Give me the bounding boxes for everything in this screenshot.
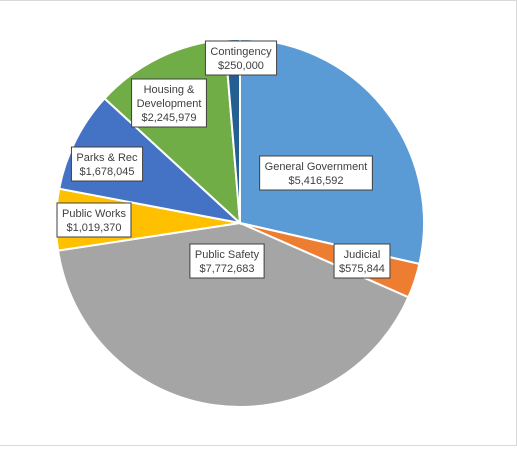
data-label-box [259, 155, 373, 191]
data-label-value: $1,678,045 [79, 166, 134, 178]
data-label-value: $1,019,370 [66, 222, 121, 234]
data-label-parks-and-rec: Parks & Rec $1,678,045 [70, 146, 144, 182]
data-label-judicial: Judicial $575,844 [333, 243, 391, 279]
data-label-housing-and-development: Housing & Development $2,245,979 [131, 78, 207, 128]
slice-contingency [223, 37, 241, 224]
slice-public-safety [56, 221, 410, 408]
data-label-general-government: General Government $5,416,592 [259, 155, 373, 191]
data-label-public-safety: Public Safety $7,772,683 [189, 243, 265, 279]
data-label-box [204, 40, 278, 76]
data-label-contingency: Contingency $250,000 [204, 40, 278, 76]
data-label-value: $250,000 [218, 60, 264, 72]
frame-bottom-border [0, 445, 517, 446]
data-label-box [333, 243, 391, 279]
slice-parks-and-rec [58, 97, 244, 225]
data-label-name: Judicial [344, 249, 381, 261]
data-labels: General Government $5,416,592 Judicial $575… [56, 40, 391, 279]
data-label-value: $7,772,683 [199, 263, 254, 275]
data-label-box [56, 202, 132, 238]
data-label-box [70, 146, 144, 182]
data-label-value: $2,245,979 [141, 112, 196, 124]
data-label-public-works: Public Works $1,019,370 [56, 202, 132, 238]
data-label-box [189, 243, 265, 279]
data-label-box [131, 78, 207, 128]
data-label-name: General Government [265, 161, 368, 173]
data-label-name: Public Safety [195, 249, 260, 261]
data-label-name: Parks & Rec [76, 152, 138, 164]
data-label-name: Public Works [62, 208, 126, 220]
data-label-name: Housing & [144, 84, 195, 96]
data-label-value: $5,416,592 [288, 175, 343, 187]
slice-general-government [239, 37, 425, 266]
data-label-name: Development [137, 98, 202, 110]
frame-top-border [0, 0, 517, 1]
data-label-name: Contingency [210, 46, 272, 58]
data-label-value: $575,844 [339, 263, 385, 275]
